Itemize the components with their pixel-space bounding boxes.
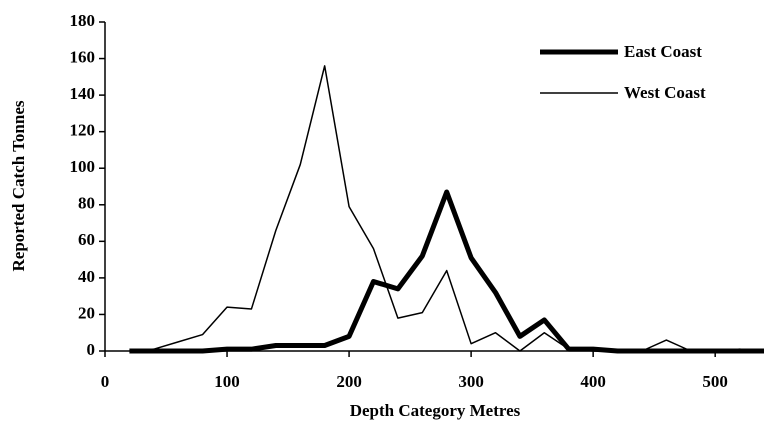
y-tick-label: 20: [78, 303, 95, 322]
y-tick-label: 100: [70, 157, 96, 176]
series-line: [129, 189, 764, 354]
y-tick-label: 40: [78, 267, 95, 286]
x-tick-label: 200: [336, 372, 362, 391]
y-tick-label: 60: [78, 230, 95, 249]
y-tick-label: 140: [70, 84, 96, 103]
y-tick-label: 80: [78, 194, 95, 213]
y-tick-label: 160: [70, 47, 96, 66]
x-tick-label: 400: [580, 372, 606, 391]
legend-label: West Coast: [624, 83, 706, 102]
x-tick-label: 500: [702, 372, 728, 391]
x-tick-label: 300: [458, 372, 484, 391]
x-tick-label: 0: [101, 372, 110, 391]
x-tick-label: 100: [214, 372, 240, 391]
y-axis-title: Reported Catch Tonnes: [9, 100, 28, 271]
y-tick-label: 120: [70, 121, 96, 140]
y-tick-label: 180: [70, 11, 96, 30]
x-axis-title: Depth Category Metres: [350, 401, 521, 420]
series-line: [129, 65, 765, 352]
legend-label: East Coast: [624, 42, 702, 61]
y-tick-label: 0: [87, 340, 96, 359]
